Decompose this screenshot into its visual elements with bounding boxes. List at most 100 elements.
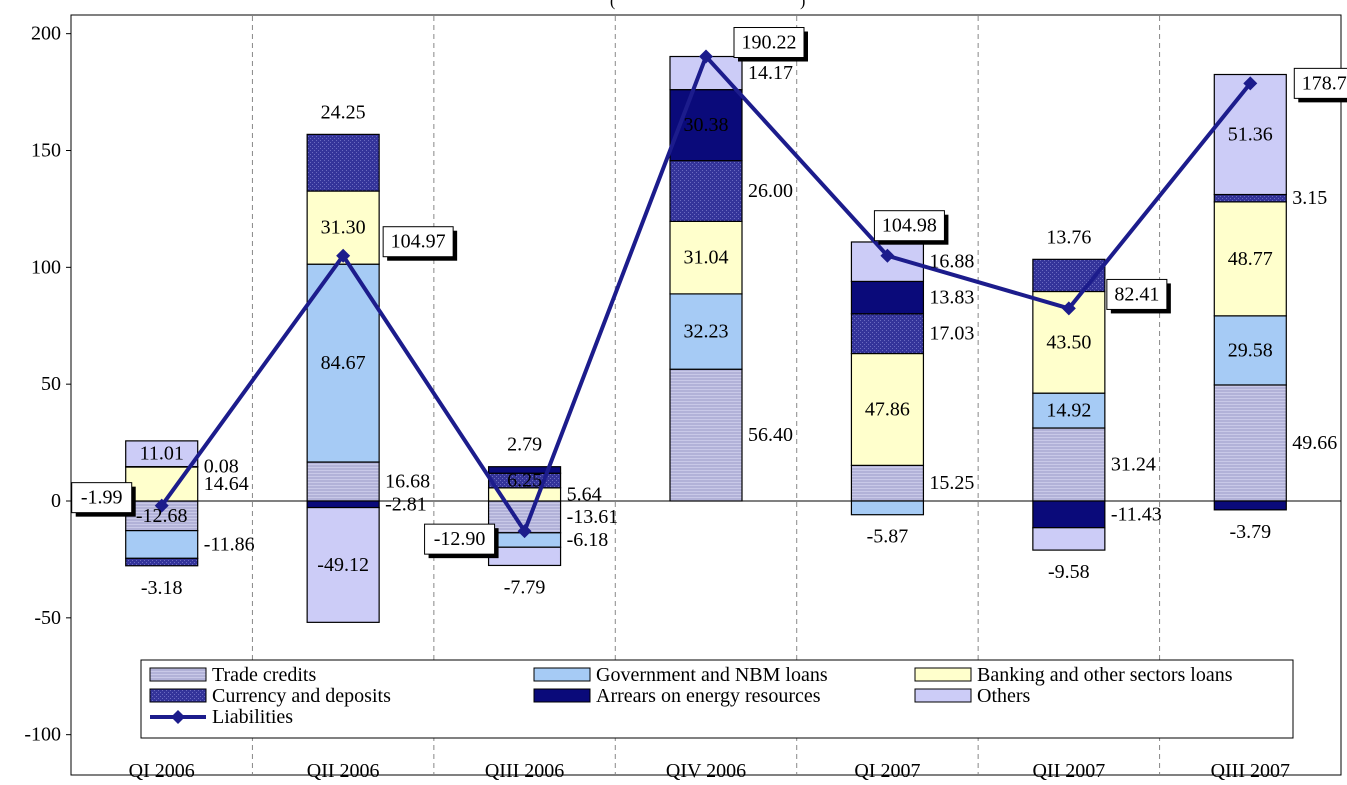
bar-segment xyxy=(306,461,380,502)
x-tick-label: QI 2007 xyxy=(854,760,920,782)
y-tick-label: 200 xyxy=(31,23,61,45)
bar-segment xyxy=(306,133,380,192)
bar-segment xyxy=(1213,315,1287,386)
bar-data-label: 24.25 xyxy=(321,101,366,123)
bar-segment xyxy=(306,263,380,463)
bar-data-label: 2.79 xyxy=(507,434,542,456)
bar-data-label: -49.12 xyxy=(317,554,369,576)
bar-data-label: 32.23 xyxy=(684,321,729,343)
bar-segment xyxy=(306,506,380,623)
x-tick-label: QIII 2006 xyxy=(485,760,564,782)
bar-data-label: 84.67 xyxy=(321,352,366,374)
bar-data-label: 6.25 xyxy=(507,470,542,492)
bar-segment xyxy=(669,368,743,502)
bar-segment xyxy=(850,500,925,516)
bar-data-label: 16.68 xyxy=(385,471,430,493)
bar-data-label: 16.88 xyxy=(929,251,974,273)
liabilities-marker xyxy=(517,524,532,539)
bar-data-label: -5.87 xyxy=(867,526,909,548)
y-axis: 200 150 100 50 0 -50 -100 xyxy=(24,23,71,746)
bar-data-label: 5.64 xyxy=(567,483,602,505)
bar-data-label: -11.43 xyxy=(1111,503,1162,525)
liabilities-label: 178.73 xyxy=(1302,72,1347,94)
bar-segment xyxy=(125,557,199,567)
legend-label: Government and NBM loans xyxy=(596,664,828,686)
y-tick-label: 150 xyxy=(31,139,61,161)
liabilities-label-box xyxy=(382,226,454,258)
bar-data-label: -13.61 xyxy=(567,506,619,528)
bar-data-label: -3.79 xyxy=(1229,521,1271,543)
x-tick-label: QII 2007 xyxy=(1032,760,1105,782)
bar-data-label: 29.58 xyxy=(1228,339,1273,361)
bar-segment xyxy=(850,464,925,502)
bar-data-label: 17.03 xyxy=(929,323,974,345)
bar-data-label: 11.01 xyxy=(140,443,184,465)
liabilities-marker xyxy=(1061,301,1076,316)
bar-segment xyxy=(1032,527,1106,551)
liabilities-label: -1.99 xyxy=(81,487,123,509)
y-tick-label: 0 xyxy=(51,490,61,512)
liabilities-label: -12.90 xyxy=(434,528,486,550)
liabilities-marker xyxy=(880,248,895,263)
liabilities-label-box xyxy=(873,210,945,242)
liabilities-label-box xyxy=(1293,67,1347,99)
bar-data-label: 56.40 xyxy=(748,424,793,446)
bar-segment xyxy=(1032,258,1106,293)
bar-data-label: 48.77 xyxy=(1228,248,1273,270)
bar-data-label: -6.18 xyxy=(567,529,609,551)
legend-swatch xyxy=(533,667,591,682)
liabilities-data-labels: -1.99 104.97 -12.90 190.22 104.98 82.41 178.73 xyxy=(71,27,1347,559)
y-tick-label: 100 xyxy=(31,256,61,278)
bar-data-label: 26.00 xyxy=(748,180,793,202)
bar-data-label: 31.24 xyxy=(1111,454,1156,476)
bar-segment xyxy=(1213,193,1287,203)
y-tick-label: -50 xyxy=(34,607,61,629)
bar-segment xyxy=(1032,392,1106,429)
legend-label: Others xyxy=(977,685,1031,707)
liabilities-line xyxy=(154,49,1258,539)
x-tick-label: QIV 2006 xyxy=(666,760,746,782)
x-tick-label: QIII 2007 xyxy=(1211,760,1290,782)
y-tick-label: 50 xyxy=(41,373,61,395)
bar-data-label: 31.04 xyxy=(684,247,729,269)
bar-segment xyxy=(1213,384,1287,502)
bar-segment xyxy=(1213,201,1287,317)
bar-data-label: -2.81 xyxy=(385,493,427,515)
bar-segment xyxy=(850,352,925,466)
x-tick-label: QII 2006 xyxy=(307,760,380,782)
legend-label: Currency and deposits xyxy=(212,685,391,707)
liabilities-marker xyxy=(1243,76,1258,91)
liabilities-label: 82.41 xyxy=(1114,283,1159,305)
bar-data-labels: -12.68 -11.86 14.64 -3.18 0.08 11.01 16.68 84.6… xyxy=(136,62,1337,599)
liabilities-label: 104.98 xyxy=(882,215,937,237)
liabilities-label: 190.22 xyxy=(742,32,797,54)
bar-segment xyxy=(850,313,925,355)
bar-data-label: 3.15 xyxy=(1292,187,1327,209)
legend-box xyxy=(140,659,1294,739)
bar-segment xyxy=(1213,73,1287,196)
legend-swatch xyxy=(149,688,207,703)
bar-segment xyxy=(487,546,562,567)
bar-data-label: 51.36 xyxy=(1228,124,1273,146)
bar-segment xyxy=(669,160,743,222)
bar-data-label: 14.17 xyxy=(748,62,793,84)
liabilities-marker xyxy=(699,49,713,64)
liabilities-label-box xyxy=(733,27,805,59)
liabilities-label-box xyxy=(424,523,496,555)
bar-segment xyxy=(125,530,199,559)
chart-title-fragment: ( xyxy=(610,0,615,10)
bar-data-label: 13.76 xyxy=(1046,226,1091,248)
y-tick-label: -100 xyxy=(24,724,61,746)
bar-segment xyxy=(850,280,925,315)
legend-swatch xyxy=(149,667,207,682)
bar-data-label: 43.50 xyxy=(1046,331,1091,353)
legend-line-marker xyxy=(171,710,185,724)
bar-data-label: -7.79 xyxy=(504,576,546,598)
liabilities-label-box xyxy=(1106,278,1168,310)
bar-data-label: -9.58 xyxy=(1048,561,1090,583)
liabilities-marker xyxy=(336,248,351,263)
bar-segment xyxy=(1032,427,1106,502)
bar-data-label: 14.64 xyxy=(204,473,249,495)
bars xyxy=(125,55,1287,623)
